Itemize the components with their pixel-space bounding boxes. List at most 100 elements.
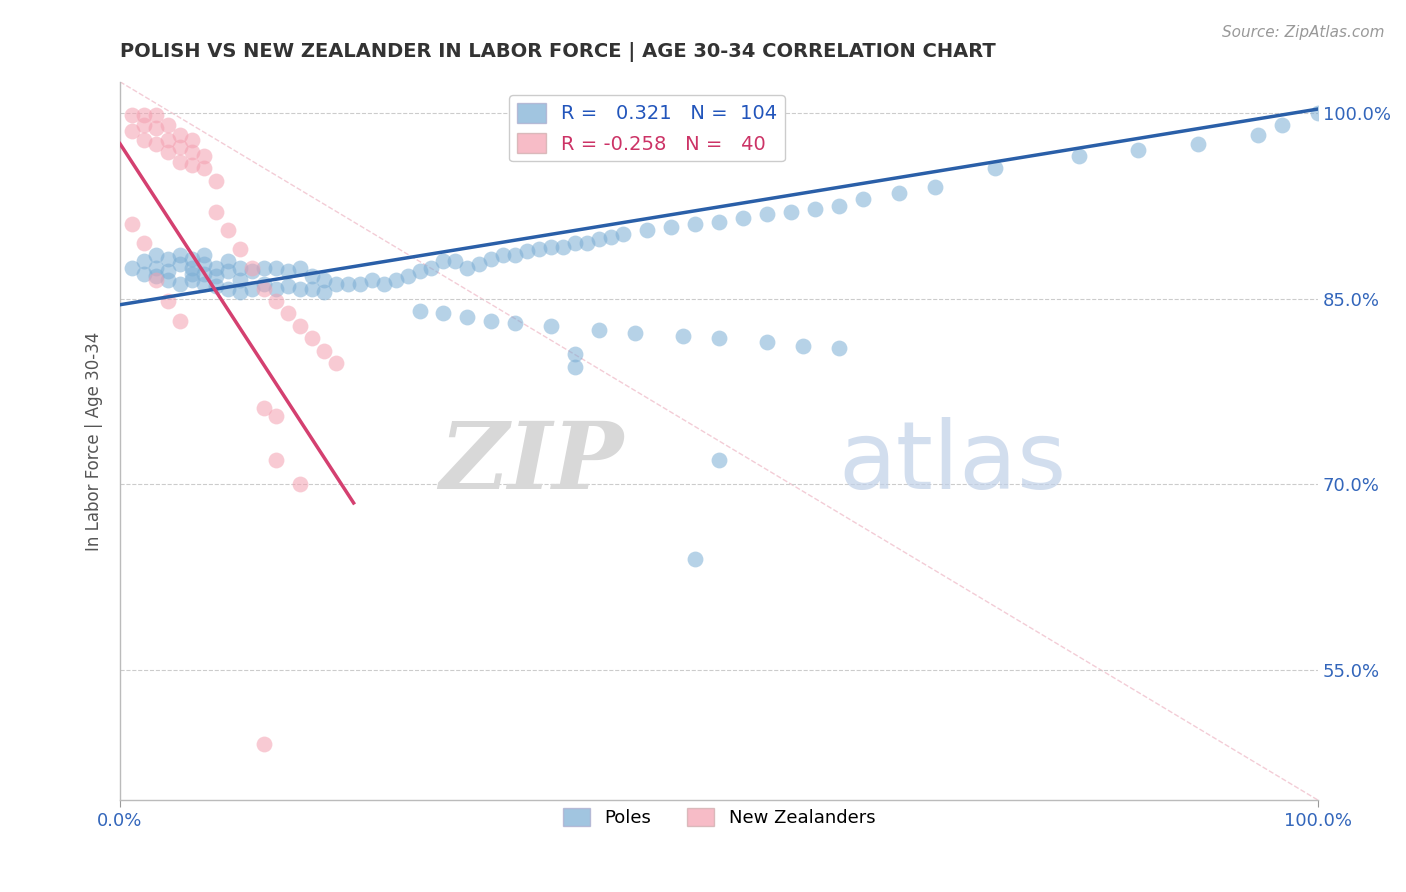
Point — [121, 124, 143, 138]
Point — [659, 219, 682, 234]
Point — [132, 108, 155, 122]
Point — [288, 282, 311, 296]
Point — [229, 242, 252, 256]
Point — [169, 314, 191, 328]
Point — [301, 269, 323, 284]
Point — [1271, 118, 1294, 132]
Point — [540, 318, 562, 333]
Point — [121, 260, 143, 275]
Point — [169, 128, 191, 142]
Point — [792, 338, 814, 352]
Point — [600, 229, 623, 244]
Point — [1067, 149, 1090, 163]
Point — [588, 232, 610, 246]
Point — [145, 269, 167, 284]
Point — [731, 211, 754, 225]
Point — [360, 273, 382, 287]
Point — [145, 248, 167, 262]
Point — [204, 279, 226, 293]
Point — [180, 252, 202, 266]
Point — [288, 260, 311, 275]
Point — [240, 260, 263, 275]
Point — [432, 306, 454, 320]
Point — [756, 207, 779, 221]
Point — [312, 343, 335, 358]
Point — [156, 252, 179, 266]
Point — [277, 279, 299, 293]
Point — [169, 248, 191, 262]
Point — [229, 285, 252, 300]
Point — [384, 273, 406, 287]
Point — [492, 248, 515, 262]
Point — [180, 133, 202, 147]
Point — [229, 273, 252, 287]
Point — [1247, 128, 1270, 142]
Point — [408, 304, 430, 318]
Point — [468, 257, 491, 271]
Point — [132, 235, 155, 250]
Point — [828, 341, 851, 355]
Point — [277, 306, 299, 320]
Point — [432, 254, 454, 268]
Point — [456, 260, 478, 275]
Point — [169, 155, 191, 169]
Point — [240, 264, 263, 278]
Point — [1308, 105, 1330, 120]
Point — [264, 452, 287, 467]
Point — [204, 174, 226, 188]
Point — [325, 356, 347, 370]
Point — [253, 738, 276, 752]
Legend: Poles, New Zealanders: Poles, New Zealanders — [555, 800, 883, 834]
Point — [1128, 143, 1150, 157]
Point — [301, 282, 323, 296]
Point — [193, 277, 215, 291]
Point — [169, 140, 191, 154]
Point — [156, 133, 179, 147]
Point — [683, 551, 706, 566]
Point — [612, 227, 634, 241]
Point — [264, 409, 287, 424]
Point — [707, 452, 730, 467]
Point — [564, 347, 586, 361]
Point — [217, 282, 239, 296]
Point — [1187, 136, 1209, 151]
Point — [156, 293, 179, 308]
Text: POLISH VS NEW ZEALANDER IN LABOR FORCE | AGE 30-34 CORRELATION CHART: POLISH VS NEW ZEALANDER IN LABOR FORCE |… — [120, 42, 995, 62]
Point — [169, 277, 191, 291]
Point — [193, 161, 215, 176]
Point — [145, 273, 167, 287]
Point — [121, 108, 143, 122]
Point — [516, 244, 538, 259]
Point — [576, 235, 599, 250]
Point — [217, 223, 239, 237]
Point — [887, 186, 910, 201]
Text: atlas: atlas — [839, 417, 1067, 508]
Point — [828, 199, 851, 213]
Point — [756, 334, 779, 349]
Point — [288, 477, 311, 491]
Point — [301, 331, 323, 345]
Point — [180, 145, 202, 160]
Point — [505, 248, 527, 262]
Point — [132, 254, 155, 268]
Point — [804, 202, 827, 217]
Point — [253, 401, 276, 415]
Point — [481, 314, 503, 328]
Point — [264, 293, 287, 308]
Point — [240, 282, 263, 296]
Point — [169, 257, 191, 271]
Point — [180, 260, 202, 275]
Point — [156, 118, 179, 132]
Point — [180, 158, 202, 172]
Point — [505, 316, 527, 330]
Point — [529, 242, 551, 256]
Point — [217, 254, 239, 268]
Point — [156, 273, 179, 287]
Point — [481, 252, 503, 266]
Point — [180, 273, 202, 287]
Y-axis label: In Labor Force | Age 30-34: In Labor Force | Age 30-34 — [86, 331, 103, 550]
Point — [253, 260, 276, 275]
Point — [204, 260, 226, 275]
Point — [408, 264, 430, 278]
Point — [193, 257, 215, 271]
